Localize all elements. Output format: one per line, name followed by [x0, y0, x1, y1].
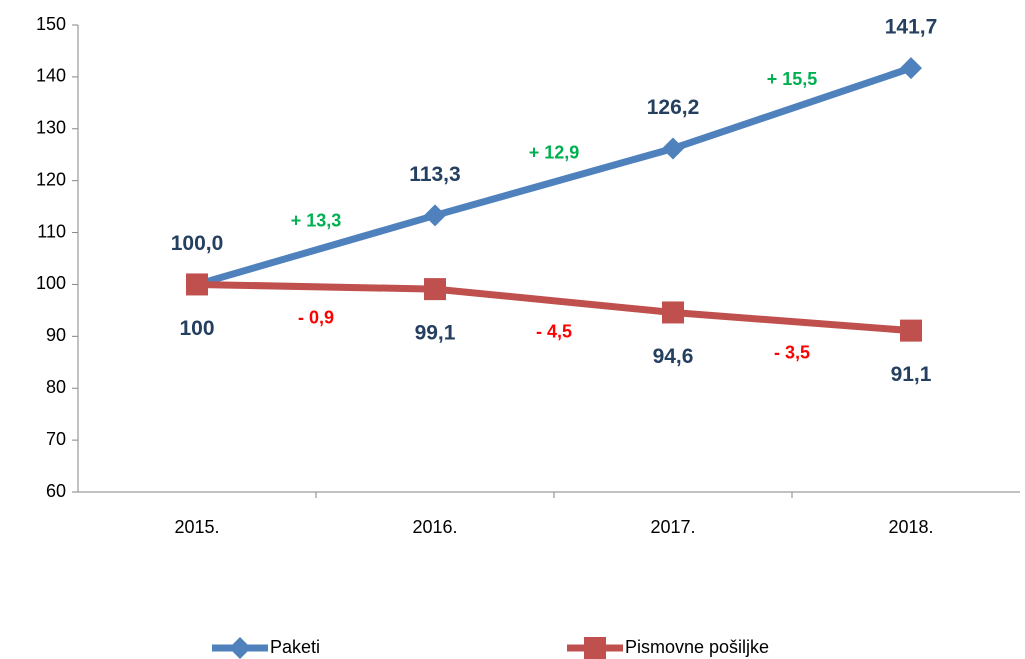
- data-point: [900, 319, 922, 342]
- y-tick-label: 80: [46, 377, 66, 397]
- data-point: [186, 273, 208, 296]
- y-tick-label: 120: [36, 169, 66, 189]
- data-point: [900, 57, 922, 80]
- change-label: + 15,5: [767, 69, 818, 89]
- y-tick-label: 70: [46, 429, 66, 449]
- data-point: [424, 204, 446, 227]
- y-tick-label: 140: [36, 66, 66, 86]
- value-label: 94,6: [653, 345, 694, 368]
- value-label: 100: [179, 317, 214, 340]
- change-label: + 13,3: [291, 211, 342, 231]
- y-tick-label: 110: [37, 221, 66, 241]
- y-tick-label: 90: [46, 325, 66, 345]
- legend-label: Paketi: [270, 637, 320, 657]
- data-point: [424, 278, 446, 301]
- data-point: [662, 301, 684, 324]
- value-label: 141,7: [885, 16, 938, 39]
- series-line: [196, 280, 912, 335]
- value-label: 113,3: [409, 163, 460, 186]
- value-label: 91,1: [891, 363, 932, 386]
- y-tick-label: 130: [36, 118, 66, 138]
- data-point: [662, 137, 684, 160]
- y-tick-label: 150: [36, 14, 66, 34]
- y-tick-label: 100: [36, 273, 66, 293]
- legend-label: Pismovne pošiljke: [625, 637, 769, 657]
- x-tick-label: 2017.: [650, 517, 695, 537]
- x-tick-label: 2018.: [888, 517, 933, 537]
- change-label: - 0,9: [298, 308, 334, 328]
- value-label: 99,1: [415, 322, 456, 345]
- change-label: - 3,5: [774, 342, 810, 362]
- change-label: + 12,9: [529, 143, 580, 163]
- y-tick-label: 60: [46, 481, 66, 501]
- x-tick-label: 2016.: [412, 517, 457, 537]
- series-line: [196, 64, 913, 288]
- value-label: 100,0: [171, 232, 224, 255]
- x-tick-label: 2015.: [174, 517, 219, 537]
- legend-marker: [584, 637, 606, 659]
- value-label: 126,2: [647, 96, 700, 119]
- legend-marker: [229, 637, 251, 659]
- change-label: - 4,5: [536, 322, 572, 342]
